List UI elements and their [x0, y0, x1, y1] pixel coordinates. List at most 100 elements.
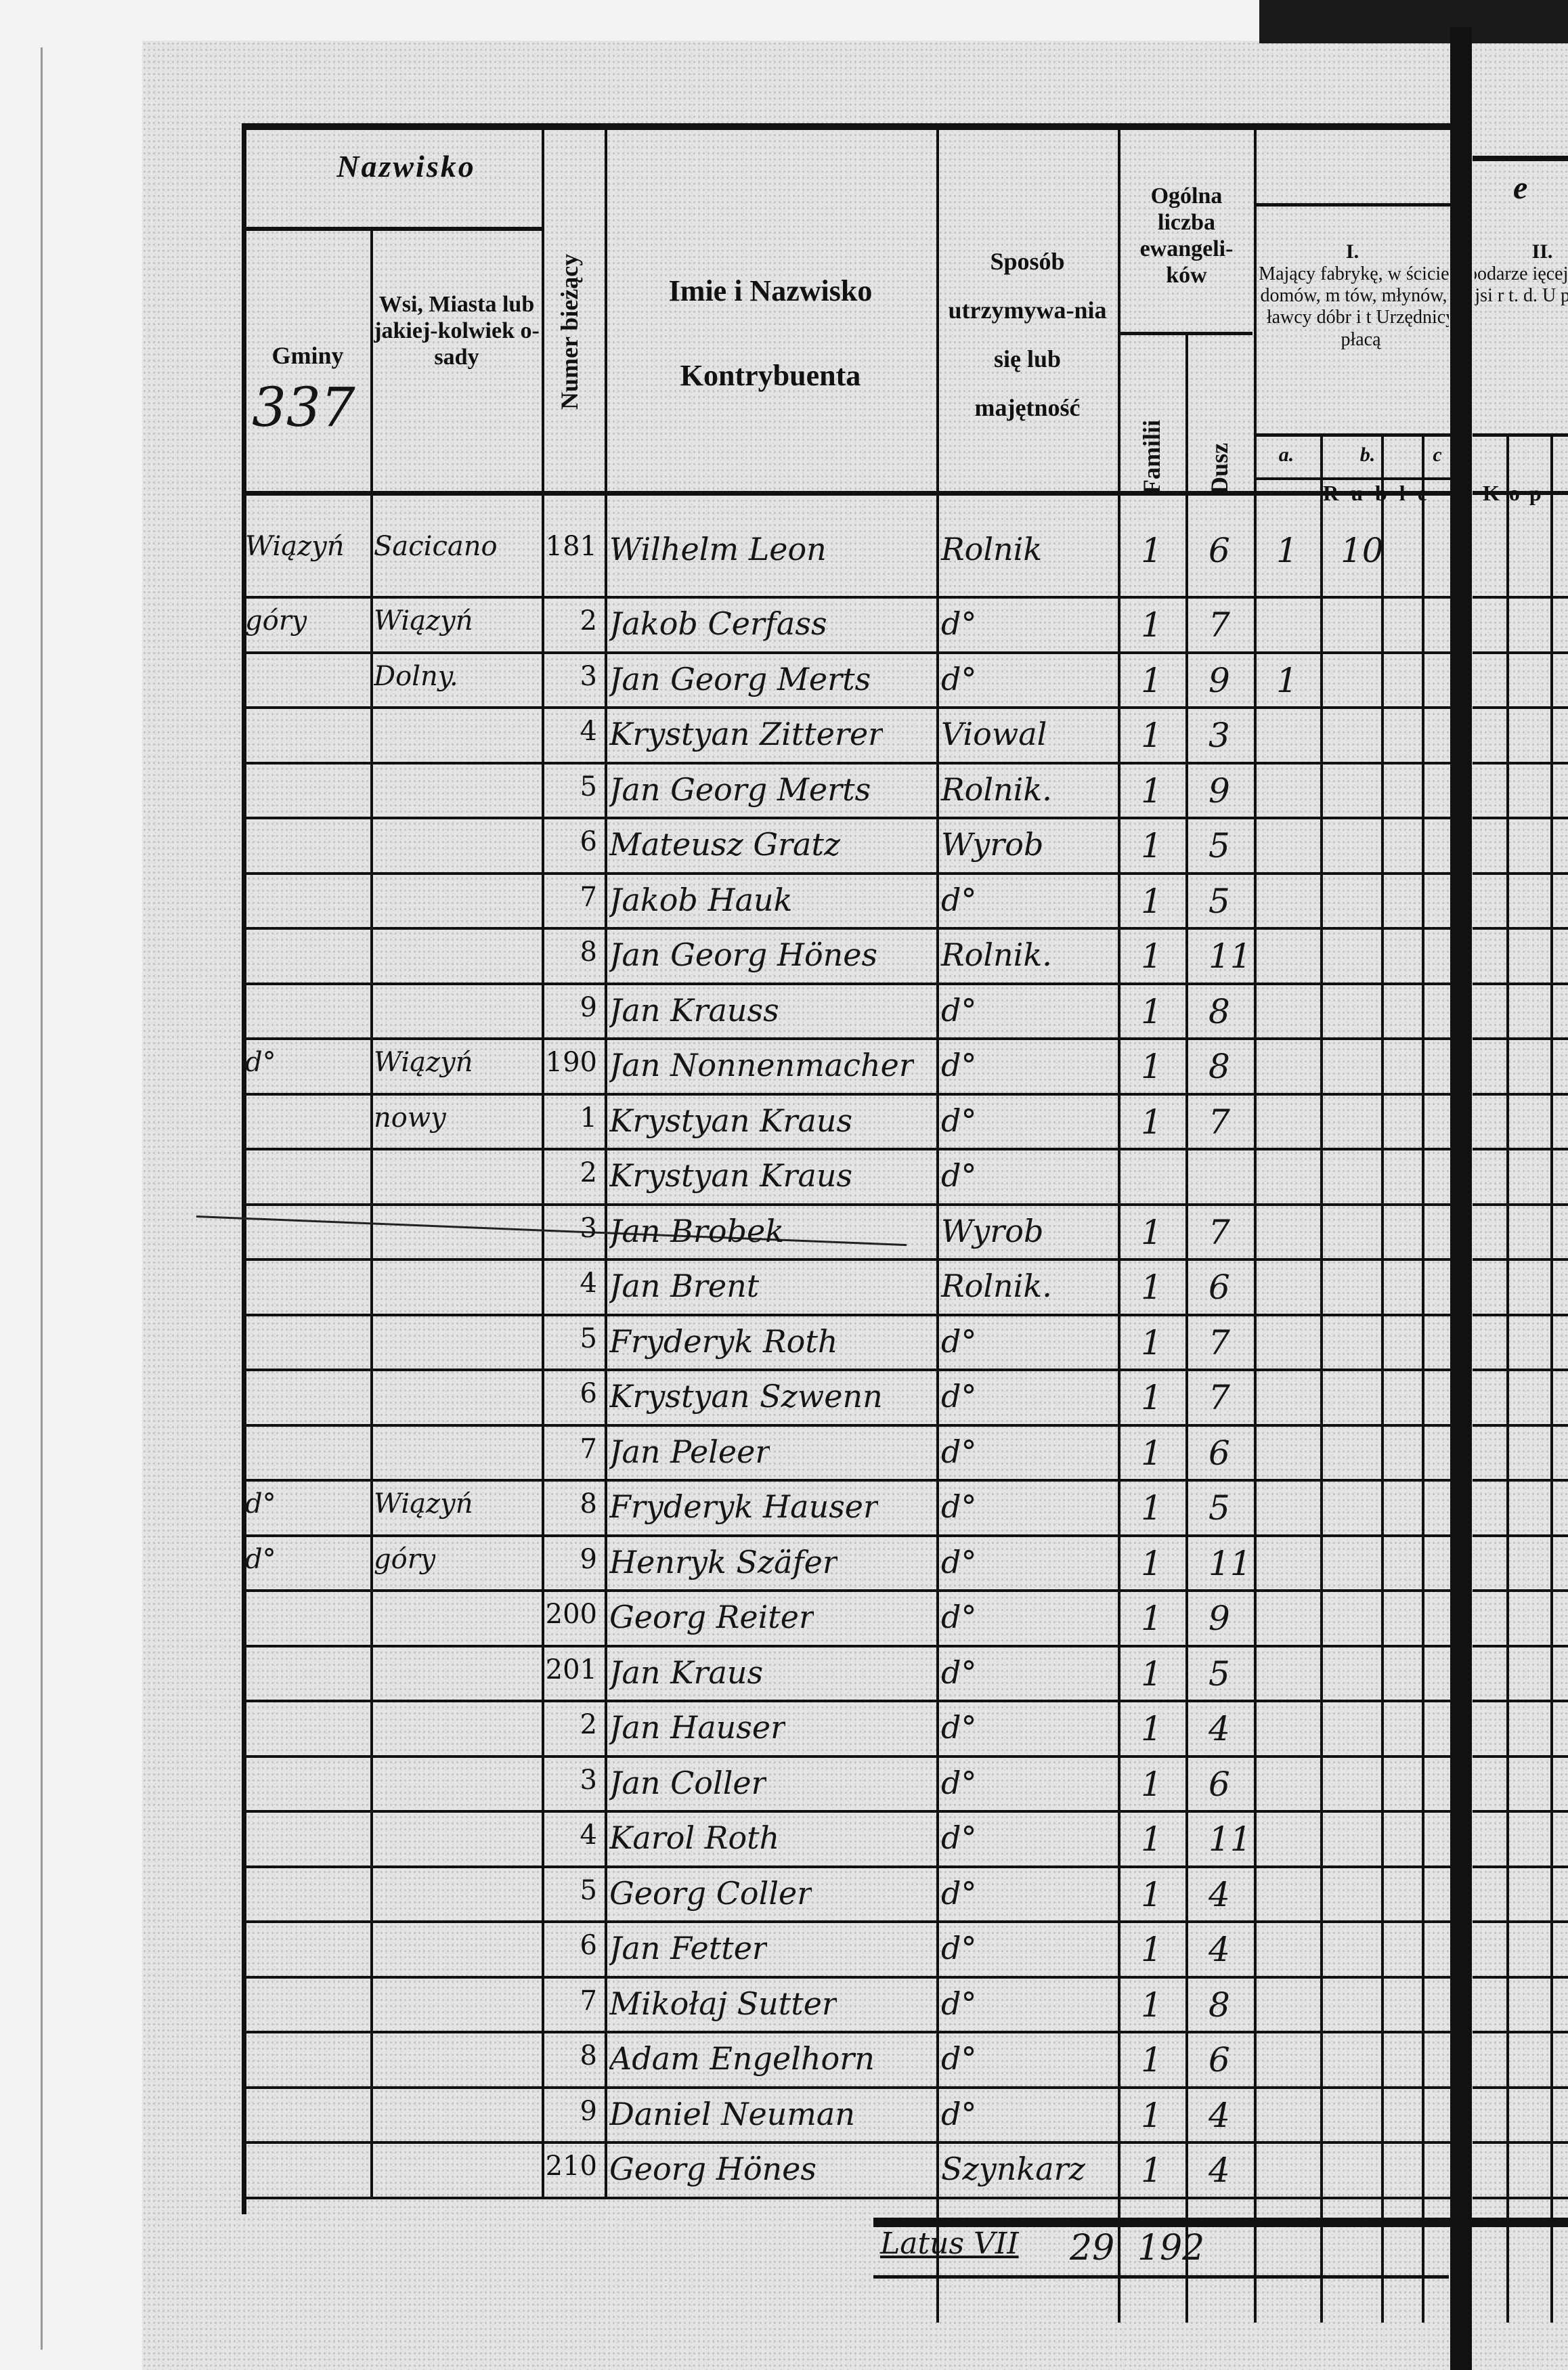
cell-familii: 1 [1141, 1047, 1162, 1086]
cell-name: Karol Roth [609, 1819, 780, 1856]
cell-familii: 1 [1141, 605, 1162, 645]
row-rule [242, 1148, 1450, 1150]
row-rule [242, 2086, 1450, 2089]
cell-nr: 8 [580, 2040, 597, 2071]
binding-rule [1450, 27, 1472, 2370]
row-rule [242, 1754, 1450, 1758]
header-numer: Numer bieżący [556, 253, 583, 410]
row-rule [1473, 1754, 1568, 1758]
cell-familii: 1 [1141, 2040, 1162, 2080]
cell-dusz: 6 [1208, 1268, 1230, 1307]
row-rule [242, 1092, 1450, 1096]
cell-wies: Wiązyń [374, 1488, 473, 1520]
row-rule [1473, 1037, 1568, 1040]
row-rule [1473, 1534, 1568, 1537]
cell-name: Jan Krauss [609, 991, 779, 1029]
cell-sposob: d° [941, 1433, 977, 1470]
cell-nr: 8 [580, 1488, 597, 1520]
row-rule [242, 1313, 1450, 1316]
cell-nr: 8 [580, 936, 597, 968]
table-left-rule [242, 129, 246, 2214]
cell-name: Mikołaj Sutter [609, 1985, 837, 2022]
row-rule [1473, 1644, 1568, 1647]
sub-c: c [1433, 444, 1442, 466]
row-rule [242, 1423, 1450, 1427]
row-rule [242, 706, 1450, 709]
cell-familii: 1 [1141, 936, 1162, 976]
row-rule [242, 2141, 1450, 2144]
header-kontrybuenta: Kontrybuenta [680, 359, 861, 392]
cell-sposob: d° [941, 1985, 977, 2022]
row-rule [1473, 761, 1568, 764]
header-nazwisko: Nazwisko [336, 149, 476, 184]
header-col1: I. Mający fabrykę, w ściciele domów, m t… [1259, 240, 1449, 350]
cell-nr: 2 [580, 605, 597, 637]
cell-name: Jakob Cerfass [609, 605, 827, 642]
cell-wies: Wiązyń [374, 1047, 473, 1078]
row-rule [242, 1534, 1450, 1537]
cell-familii: 1 [1141, 1433, 1162, 1473]
cell-sposob: Szynkarz [941, 2151, 1085, 2187]
cell-sposob: Rolnik. [941, 1268, 1052, 1304]
cell-sposob: d° [941, 1930, 977, 1966]
cell-name: Fryderyk Hauser [609, 1488, 879, 1525]
gminy-note: 337 [252, 376, 355, 439]
row-rule [1473, 1810, 1568, 1813]
total-label: Latus VII [880, 2226, 1019, 2261]
total-dusz: 192 [1137, 2228, 1205, 2268]
cell-sposob: Viowal [941, 716, 1047, 752]
column-rule [1550, 433, 1553, 2323]
cell-nr: 9 [580, 1543, 597, 1575]
row-rule [242, 2196, 1450, 2199]
cell-familii: 1 [1141, 1212, 1162, 1252]
row-rule [242, 1975, 1450, 1979]
cell-familii: 1 [1141, 1322, 1162, 1362]
cell-dusz: 7 [1208, 1102, 1230, 1142]
cell-sposob: Rolnik [941, 531, 1043, 567]
row-rule [1473, 1975, 1568, 1979]
cell-sposob: d° [941, 1654, 977, 1691]
cell-a: 1 [1276, 660, 1298, 700]
cell-gmina: d° [245, 1543, 276, 1575]
cell-nr: 7 [580, 881, 597, 913]
cell-familii: 1 [1141, 2095, 1162, 2135]
cell-dusz: 8 [1208, 1047, 1230, 1086]
header-wsi: Wsi, Miasta lub jakiej-kolwiek o-sady [374, 292, 540, 370]
nazwisko-underline [242, 227, 542, 231]
cell-name: Jan Fetter [609, 1930, 767, 1966]
row-rule [1473, 1092, 1568, 1096]
cell-dusz: 9 [1208, 660, 1230, 700]
cell-familii: 1 [1141, 1764, 1162, 1804]
header-gminy: Gminy [271, 342, 344, 369]
cell-familii: 1 [1141, 991, 1162, 1031]
cell-name: Georg Coller [609, 1874, 812, 1912]
cell-dusz: 7 [1208, 1378, 1230, 1417]
cell-dusz: 6 [1208, 2040, 1230, 2080]
cell-familii: 1 [1141, 1819, 1162, 1859]
row-rule [242, 1920, 1450, 1923]
cell-a: 1 [1276, 531, 1298, 570]
row-rule [1473, 1369, 1568, 1371]
header-sposob: Sposób utrzymywa-nia się lub majętność [948, 248, 1107, 421]
col1-ruble-rule [1254, 477, 1450, 480]
cell-dusz: 8 [1208, 1985, 1230, 2025]
cell-nr: 5 [580, 771, 597, 802]
cell-name: Krystyan Kraus [609, 1157, 853, 1194]
cell-familii: 1 [1141, 1709, 1162, 1748]
row-rule [242, 1644, 1450, 1647]
cell-name: Jan Georg Merts [609, 771, 871, 808]
cell-nr: 3 [580, 1212, 597, 1244]
cell-dusz: 11 [1208, 1543, 1252, 1583]
row-rule [242, 1258, 1450, 1261]
cell-dusz: 6 [1208, 1433, 1230, 1473]
cell-sposob: Wyrob [941, 826, 1044, 863]
cell-name: Henryk Szäfer [609, 1543, 837, 1580]
cell-wies: nowy [374, 1102, 446, 1134]
cell-dusz: 5 [1208, 1654, 1230, 1694]
row-rule [1473, 871, 1568, 875]
cell-sposob: d° [941, 1102, 977, 1139]
cell-wies: Dolny. [374, 660, 458, 692]
row-rule [1473, 817, 1568, 819]
cell-familii: 1 [1141, 660, 1162, 700]
cell-familii: 1 [1141, 716, 1162, 755]
